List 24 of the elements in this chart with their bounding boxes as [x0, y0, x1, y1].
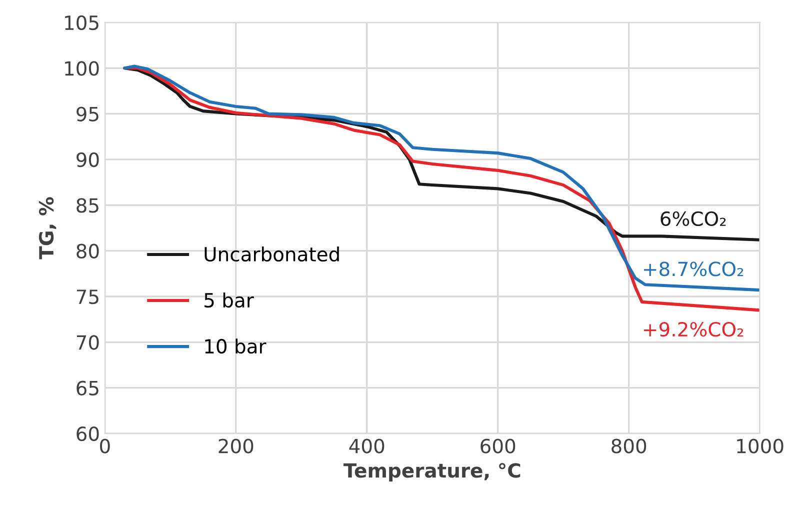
y-tick-label: 80 — [76, 244, 99, 258]
x-tick-label: 800 — [612, 438, 646, 454]
y-axis-title: TG, % — [38, 197, 56, 260]
legend-label: Uncarbonated — [204, 246, 339, 262]
y-tick-label: 60 — [76, 426, 99, 442]
y-tick-label: 105 — [65, 15, 98, 30]
y-tick-label: 90 — [76, 152, 99, 168]
y-tick-label: 75 — [76, 290, 98, 304]
x-axis-title: Temperature, °C — [343, 462, 520, 482]
legend-label: 10 bar — [205, 338, 266, 354]
y-tick-label: 65 — [76, 380, 98, 396]
annotation: +8.7%CO₂ — [644, 262, 744, 276]
annotation: 6%CO₂ — [660, 211, 726, 226]
y-tick-label: 85 — [76, 198, 98, 213]
x-tick-label: 1000 — [737, 438, 784, 454]
y-tick-label: 70 — [76, 335, 99, 350]
legend-label: 5 bar — [204, 292, 254, 308]
annotation: +9.2%CO₂ — [644, 322, 744, 337]
x-tick-label: 0 — [100, 438, 110, 454]
y-tick-label: 95 — [76, 106, 98, 122]
x-tick-label: 400 — [349, 438, 384, 454]
y-tick-label: 100 — [65, 61, 99, 76]
x-tick-label: 200 — [218, 438, 254, 454]
x-tick-label: 600 — [480, 438, 516, 454]
